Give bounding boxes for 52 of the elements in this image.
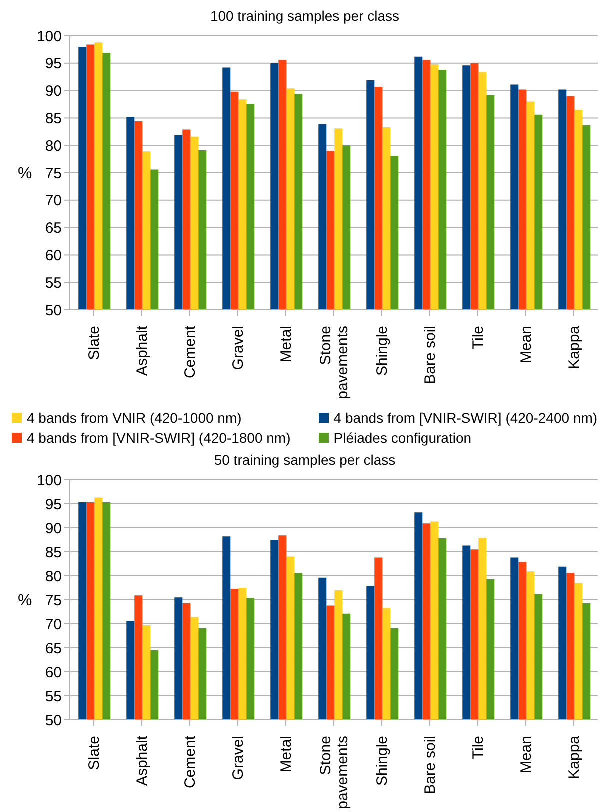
y-tick-label: 65 xyxy=(45,220,62,238)
x-tick-label: Gravel xyxy=(230,736,247,780)
y-tick-label: 90 xyxy=(45,83,62,100)
chart-title: 100 training samples per class xyxy=(209,8,401,24)
x-tick-label: Slate xyxy=(86,326,103,360)
y-tick-label: 90 xyxy=(45,520,62,538)
y-tick-label: 55 xyxy=(45,274,62,292)
x-tick-label: Kappa xyxy=(566,325,583,370)
y-tick-label: 70 xyxy=(45,192,62,210)
x-tick-label: Mean xyxy=(518,326,535,364)
y-axis-title: % xyxy=(18,592,32,610)
x-tick-label: Bare soil xyxy=(422,736,439,794)
x-tick-label: Asphalt xyxy=(134,325,151,376)
y-tick-label: 85 xyxy=(45,544,62,562)
x-tick-label: Cement xyxy=(182,325,199,379)
y-tick-label: 80 xyxy=(45,568,62,586)
y-tick-label: 75 xyxy=(45,592,62,610)
y-tick-label: 95 xyxy=(45,56,62,73)
y-tick-label: 50 xyxy=(45,712,62,730)
y-tick-label: 75 xyxy=(45,165,62,182)
x-tick-label: Gravel xyxy=(230,326,247,370)
y-tick-label: 60 xyxy=(45,664,62,682)
y-tick-label: 80 xyxy=(45,138,62,155)
x-tick-label: Stone pavements xyxy=(318,326,352,400)
y-tick-label: 55 xyxy=(45,688,62,706)
x-tick-label: Mean xyxy=(518,736,535,774)
y-tick-label: 70 xyxy=(45,616,62,634)
y-tick-label: 65 xyxy=(45,640,62,658)
y-tick-label: 100 xyxy=(36,472,62,490)
legend-label: 4 bands from [VNIR-SWIR] (420-1800 nm) xyxy=(27,430,291,446)
x-tick-label: Shingle xyxy=(374,736,391,786)
legend-label: 4 bands from VNIR (420-1000 nm) xyxy=(27,410,242,426)
legend-label: 4 bands from [VNIR-SWIR] (420-2400 nm) xyxy=(334,410,598,426)
x-tick-label: Cement xyxy=(182,735,199,789)
x-tick-label: Shingle xyxy=(374,326,391,376)
x-tick-label: Kappa xyxy=(566,735,583,780)
x-tick-label: Stone pavements xyxy=(318,736,352,810)
y-tick-label: 85 xyxy=(45,110,62,128)
x-tick-label: Metal xyxy=(278,736,295,773)
y-tick-label: 50 xyxy=(45,302,62,320)
legend-label: Pléiades configuration xyxy=(334,430,472,446)
x-tick-label: Slate xyxy=(86,736,103,770)
x-tick-label: Asphalt xyxy=(134,735,151,786)
y-axis-title: % xyxy=(18,166,32,183)
x-tick-label: Tile xyxy=(470,736,487,760)
y-tick-label: 95 xyxy=(45,496,62,514)
y-tick-label: 100 xyxy=(36,28,62,46)
x-tick-label: Bare soil xyxy=(422,326,439,384)
x-tick-label: Tile xyxy=(470,326,487,350)
chart-title: 50 training samples per class xyxy=(213,452,397,468)
y-tick-label: 60 xyxy=(45,248,62,265)
x-tick-label: Metal xyxy=(278,326,295,363)
